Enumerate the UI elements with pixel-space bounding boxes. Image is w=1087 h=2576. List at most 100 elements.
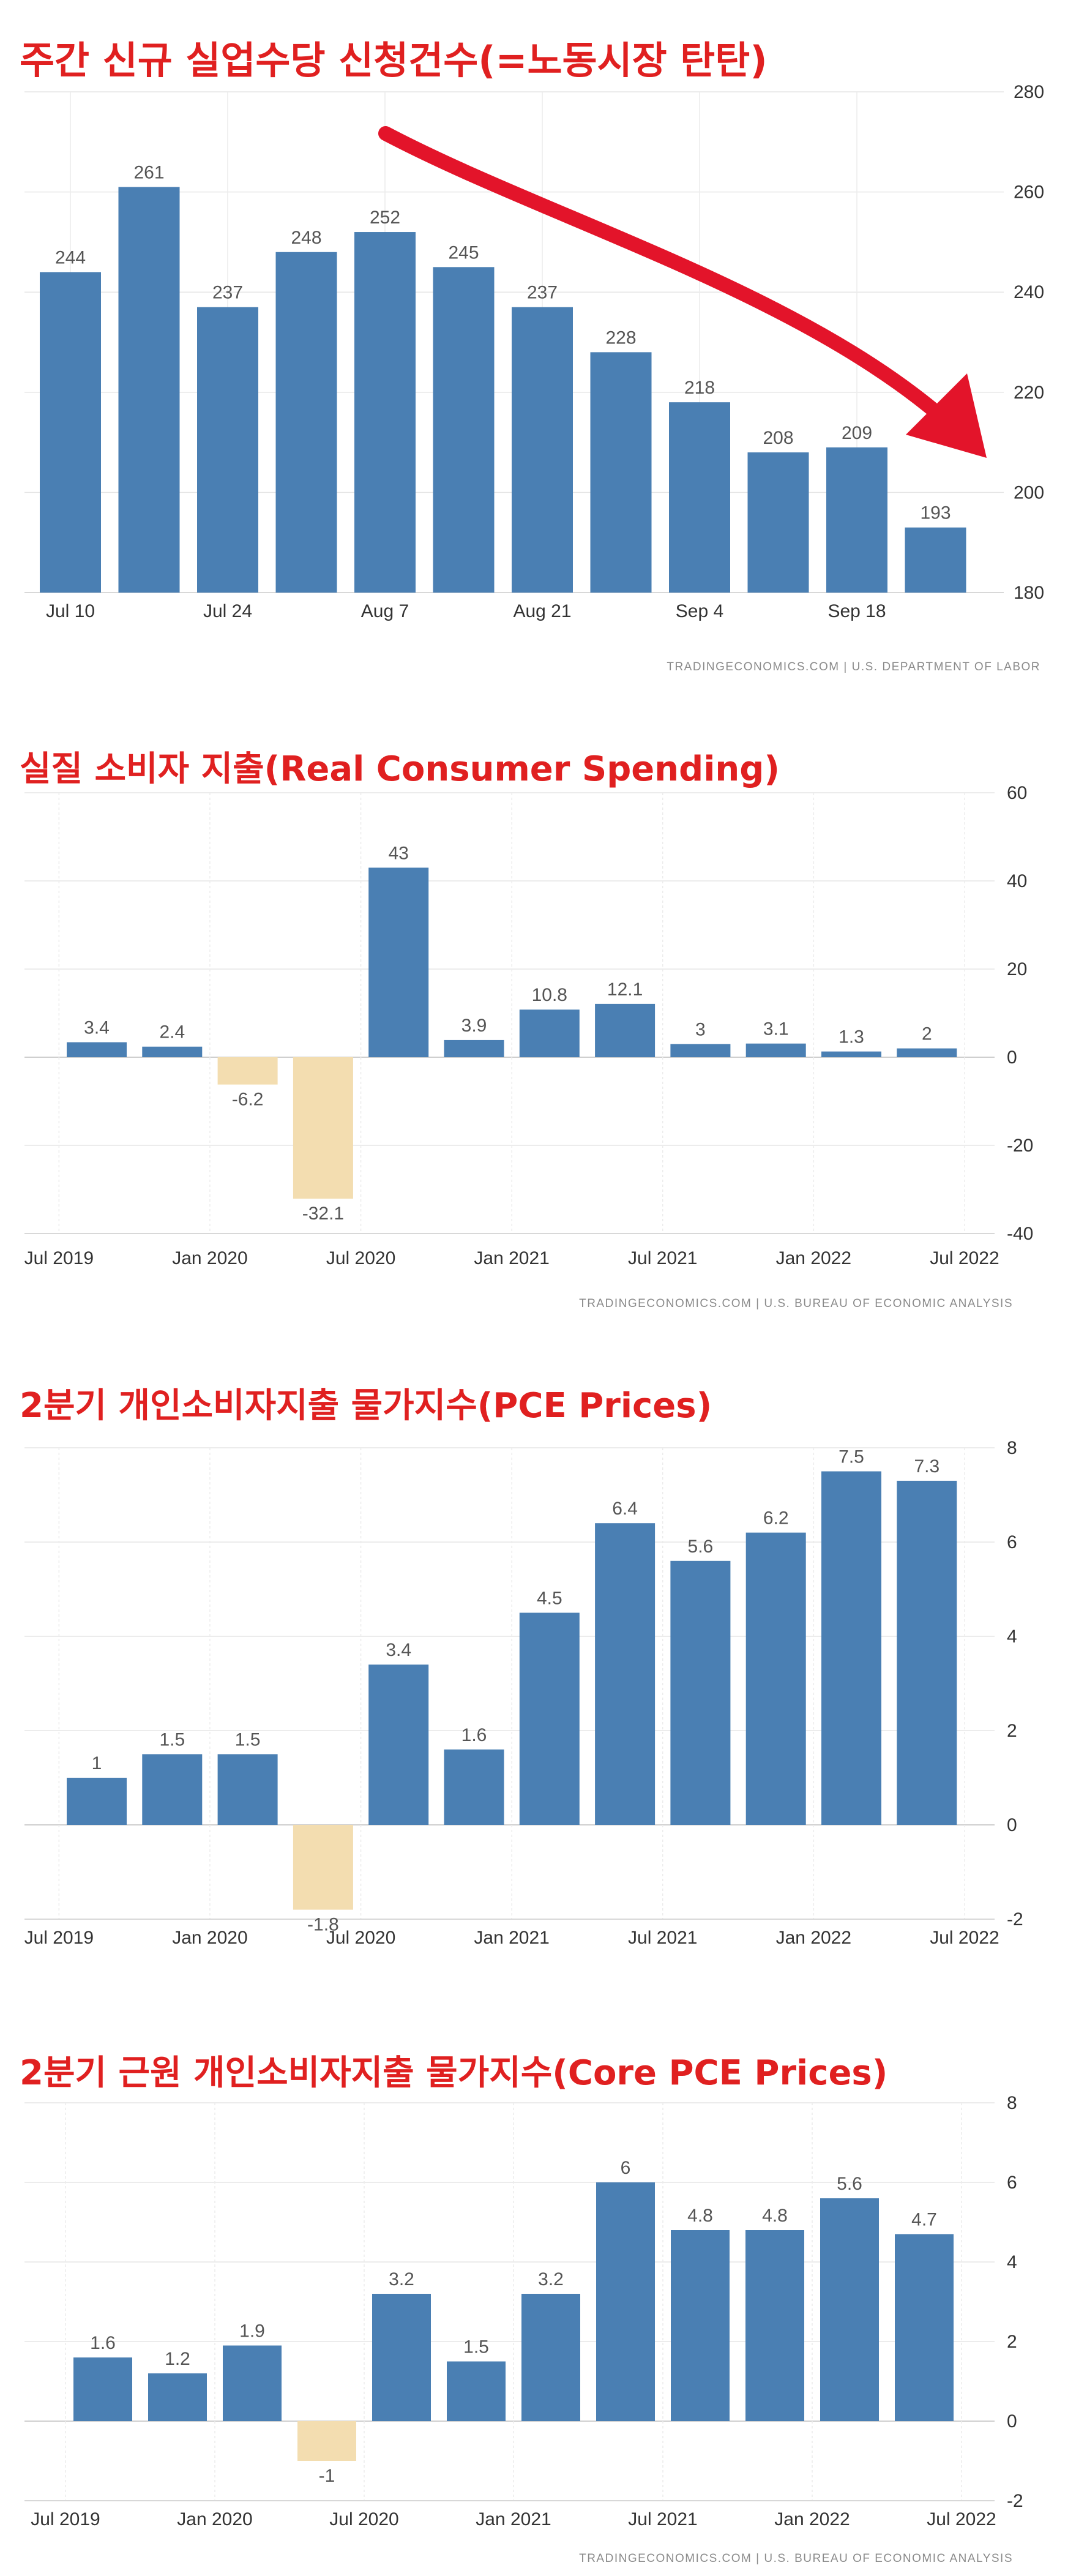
x-tick-label: Jul 2019 [24,1928,94,1948]
bar [293,1825,353,1910]
bar [67,1042,127,1057]
data-label: 3.4 [386,1640,411,1660]
bar [148,2373,207,2421]
bar [820,2198,879,2421]
y-tick-label: 8 [1007,1438,1017,1458]
bar [217,1057,278,1085]
x-tick-label: Jul 2022 [930,1928,999,1948]
data-label: 193 [920,503,951,523]
bar [447,2361,506,2421]
chart-title: 2분기 개인소비자지출 물가지수(PCE Prices) [20,1386,712,1426]
data-label: 3.4 [84,1018,110,1038]
bar [67,1778,127,1825]
bar [297,2421,356,2461]
real-consumer-spending-svg: 실질 소비자 지출(Real Consumer Spending) -40 -20 0… [20,749,1033,1310]
y-tick-label: 200 [1014,482,1044,503]
x-tick-label: Jan 2020 [177,2509,252,2529]
source-note: TRADINGECONOMICS.COM | U.S. BUREAU OF EC… [579,1297,1013,1310]
x-tick-label: Jan 2021 [474,1248,549,1268]
bar [905,527,966,593]
bar [40,272,101,593]
bar [670,1044,731,1057]
bar [521,2294,580,2421]
data-label: 228 [605,328,636,348]
data-label: 245 [448,242,479,263]
bar [217,1754,278,1825]
x-tick-label: Jul 2021 [628,1928,697,1948]
y-tick-label: 180 [1014,583,1044,603]
bar [519,1612,580,1825]
bar [275,252,337,593]
bar [821,1471,881,1825]
data-label: 218 [684,378,715,398]
bar [368,1664,429,1825]
core-pce-prices-svg: 2분기 근원 개인소비자지출 물가지수(Core PCE Prices) -2 0 2… [20,2053,1023,2565]
weekly-jobless-claims-svg: 주간 신규 실업수당 신청건수(=노동시장 탄탄) 180 200 220 240 260… [20,38,1044,673]
bar [444,1749,504,1825]
bar [368,867,429,1057]
data-label: 1 [92,1753,102,1773]
pce-prices-svg: 2분기 개인소비자지출 물가지수(PCE Prices) -2 0 2 4 6 8 Jul 2… [20,1386,1023,1948]
chart-title: 2분기 근원 개인소비자지출 물가지수(Core PCE Prices) [20,2053,887,2093]
y-tick-label: 0 [1007,2411,1017,2432]
data-label: 4.8 [687,2206,713,2226]
x-tick-label: Jul 2021 [628,2509,697,2529]
source-note: TRADINGECONOMICS.COM | U.S. DEPARTMENT O… [667,661,1040,673]
bar [895,2234,954,2421]
data-label: 5.6 [688,1537,714,1557]
data-label: 248 [291,228,321,248]
bar [372,2294,431,2421]
y-tick-label: 20 [1007,959,1027,979]
annotation-arrow-shaft [378,126,962,436]
bar [670,1560,731,1825]
bar [354,232,416,593]
y-tick-label: 4 [1007,2252,1017,2272]
data-label: -32.1 [302,1204,344,1224]
data-label: 209 [842,423,872,443]
y-tick-label: 8 [1007,2093,1017,2113]
x-tick-label: Jul 2022 [927,2509,996,2529]
data-label: 7.5 [839,1447,864,1467]
bar [745,2230,804,2421]
y-tick-label: 2 [1007,2332,1017,2352]
x-tick-label: Jan 2020 [172,1248,247,1268]
data-label: 1.3 [839,1027,864,1047]
real-consumer-spending-chart: 실질 소비자 지출(Real Consumer Spending) -40 -20 0… [0,680,1087,1328]
data-label: 252 [370,208,400,228]
data-label: 1.5 [235,1730,261,1750]
x-tick-label: Aug 7 [361,601,409,621]
y-tick-label: 220 [1014,383,1044,403]
x-tick-label: Jul 2020 [326,1248,395,1268]
bar [223,2345,282,2421]
x-tick-label: Jul 24 [203,601,252,621]
bar [745,1532,806,1825]
core-pce-prices-chart: 2분기 근원 개인소비자지출 물가지수(Core PCE Prices) -2 0 2… [0,1965,1087,2576]
data-label: 3.2 [538,2269,564,2290]
data-label: 2 [922,1024,932,1044]
x-tick-label: Jan 2021 [474,1928,549,1948]
data-label: 43 [389,843,409,863]
x-tick-label: Jan 2022 [776,1248,851,1268]
y-tick-label: 60 [1007,783,1027,803]
data-label: 208 [763,428,793,448]
data-label: -1 [319,2466,335,2486]
data-label: 6.4 [612,1499,638,1519]
data-label: 237 [527,283,558,303]
x-tick-label: Jul 2020 [326,1928,395,1948]
x-tick-label: Jul 2019 [31,2509,100,2529]
bar [444,1039,504,1057]
bar [595,1523,656,1825]
bar [821,1051,881,1057]
bar [118,187,180,593]
y-tick-label: 6 [1007,2173,1017,2193]
data-label: 4.5 [537,1589,562,1609]
y-tick-label: -2 [1007,1909,1023,1930]
bar [595,1003,656,1057]
bar [433,267,495,593]
data-label: 3.2 [389,2269,414,2290]
bar [897,1048,957,1057]
bar [596,2182,655,2421]
source-note: TRADINGECONOMICS.COM | U.S. BUREAU OF EC… [579,2552,1013,2565]
y-tick-label: 2 [1007,1721,1017,1741]
bar [519,1009,580,1057]
